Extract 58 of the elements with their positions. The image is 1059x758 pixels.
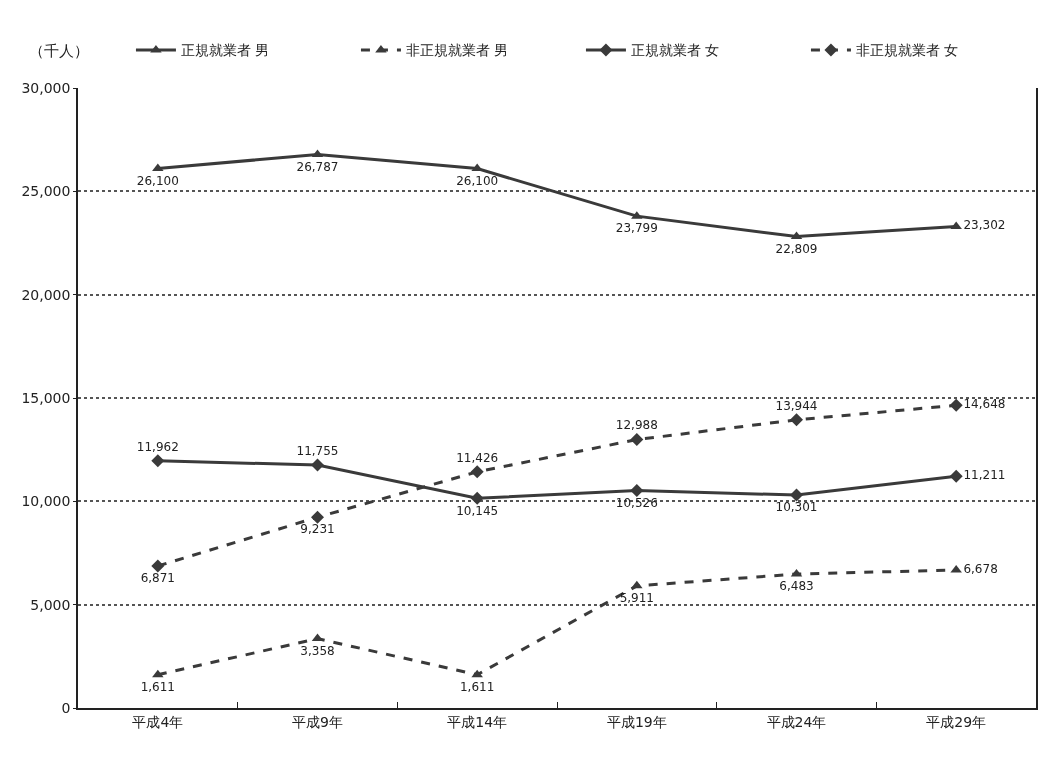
data-label: 12,988 [615,418,658,433]
point [152,669,164,678]
point [470,491,484,505]
y-tick-label: 10,000 [21,493,71,510]
point [311,510,324,524]
data-label: 23,302 [963,218,1006,233]
x-tick-label: 平成14年 [447,713,508,730]
data-label: 9,231 [300,522,335,537]
data-label: 1,611 [140,679,176,694]
data-label: 10,301 [775,500,818,515]
legend-label: 正規就業者 男 [180,42,270,59]
y-tick-label: 5,000 [30,596,71,613]
y-tick-label: 25,000 [21,183,71,200]
data-label: 26,787 [296,159,339,174]
point [471,669,483,678]
data-label: 11,755 [296,443,339,458]
legend-label: 非正規就業者 女 [855,42,959,59]
data-label: 6,678 [963,561,998,576]
data-label: 10,145 [456,503,499,518]
point [470,465,484,479]
y-tick-label: 30,000 [21,79,71,96]
legend-label: 非正規就業者 男 [405,42,509,59]
data-label: 6,871 [140,571,176,586]
data-label: 3,358 [300,643,335,658]
data-label: 13,944 [775,398,818,413]
point [790,413,803,427]
legend-label: 正規就業者 女 [630,42,720,59]
point [630,483,644,497]
data-label: 14,648 [963,397,1006,412]
point [630,433,644,447]
data-label: 26,100 [136,173,179,188]
data-label: 22,809 [775,241,818,256]
x-tick-label: 平成4年 [132,713,184,730]
point [631,580,643,589]
y-tick-label: 15,000 [21,389,71,406]
point [949,398,963,412]
data-label: 1,611 [459,679,495,694]
x-tick-label: 平成9年 [292,713,343,730]
data-label: 6,483 [779,579,814,594]
data-label: 11,962 [136,439,179,454]
data-label: 10,526 [615,495,658,510]
point [152,163,164,172]
data-label: 11,211 [963,468,1006,483]
point [790,488,803,502]
y-axis-title: （千人） [29,42,89,60]
data-label: 26,100 [456,173,499,188]
point [949,469,963,483]
y-tick-label: 20,000 [21,286,71,303]
x-tick-label: 平成24年 [766,713,827,730]
x-tick-label: 平成19年 [606,713,667,730]
y-tick-label: 0 [61,699,71,716]
data-label: 11,426 [456,450,499,465]
point [151,454,165,468]
data-label: 23,799 [615,221,658,236]
point [151,559,165,573]
data-label: 5,911 [619,591,655,606]
point [311,458,324,472]
x-tick-label: 平成29年 [926,713,987,730]
